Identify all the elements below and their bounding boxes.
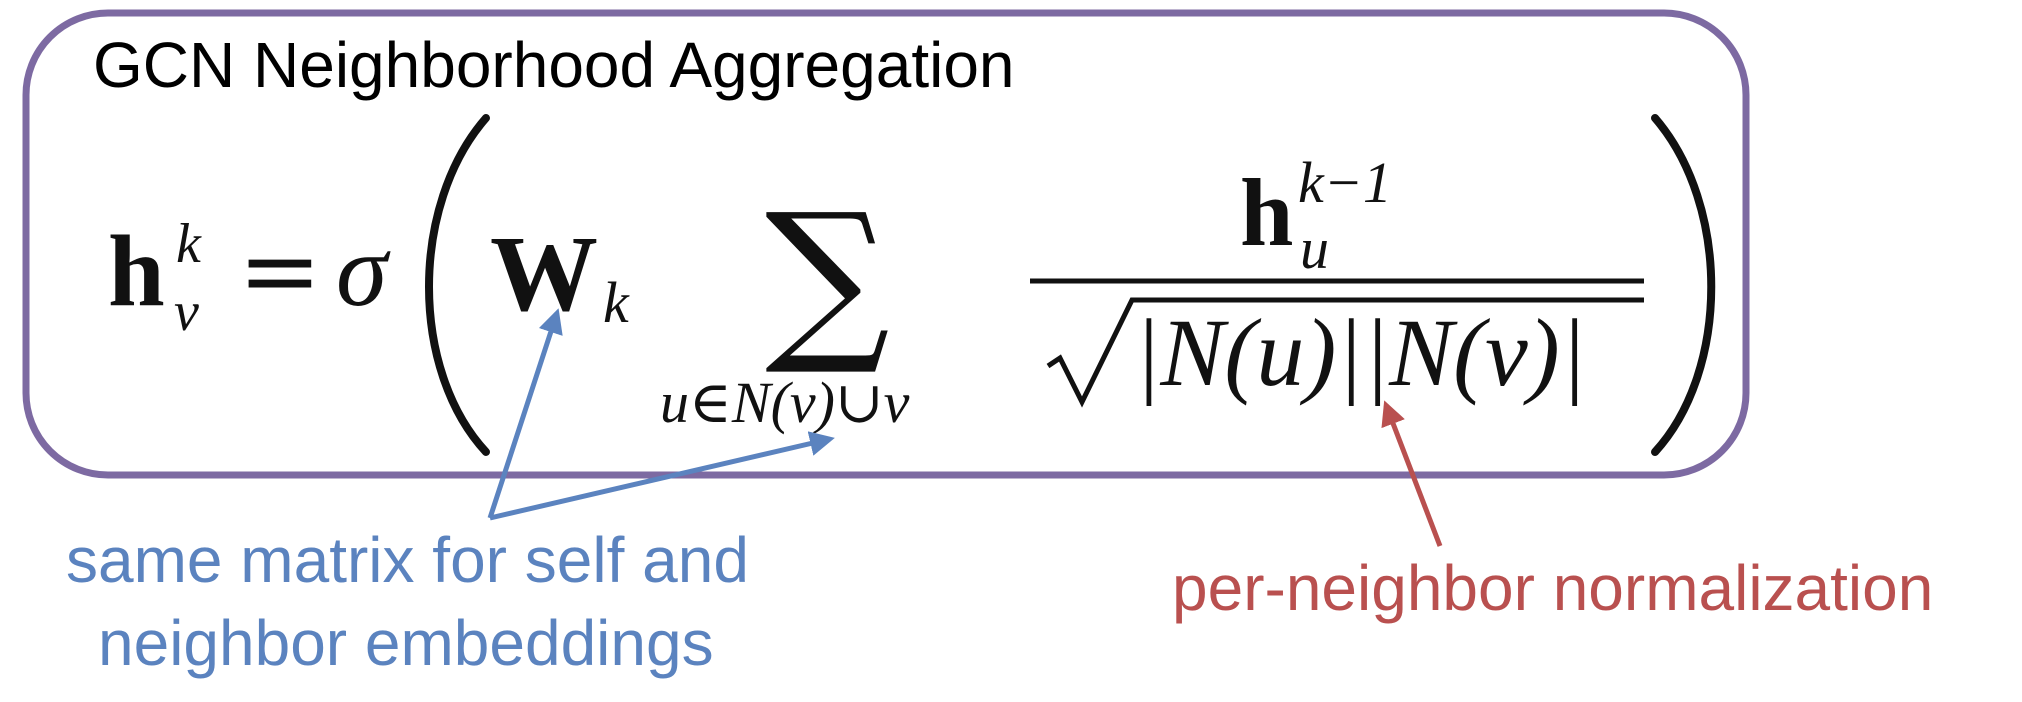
red-annotation: per-neighbor normalization xyxy=(1172,552,1933,624)
numerator-h: h xyxy=(1240,159,1293,266)
summation-symbol: ∑ xyxy=(765,177,890,380)
blue-annotation-line1: same matrix for self and xyxy=(66,524,749,596)
weight-matrix-w: W xyxy=(490,215,598,334)
blue-annotation-line2: neighbor embeddings xyxy=(98,607,714,679)
sigma-symbol: σ xyxy=(336,213,391,328)
square-root-sign xyxy=(1046,297,1644,408)
equals-sign: = xyxy=(238,212,322,329)
numerator-subscript: u xyxy=(1300,216,1329,281)
red-arrow-to-denominator xyxy=(1381,400,1443,547)
blue-arrow-to-summation xyxy=(489,431,835,521)
slide-title: GCN Neighborhood Aggregation xyxy=(93,29,1015,101)
summation-index: u∈N(v)∪v xyxy=(660,370,910,435)
lhs-subscript: v xyxy=(174,281,199,343)
blue-arrow-to-weight xyxy=(487,308,563,519)
left-parenthesis xyxy=(425,114,490,456)
right-parenthesis xyxy=(1651,114,1716,456)
weight-subscript: k xyxy=(603,270,630,335)
denominator-text: |N(u)||N(v)| xyxy=(1134,299,1586,406)
formula-frame xyxy=(22,9,1750,479)
lhs-superscript: k xyxy=(176,213,202,275)
numerator-superscript: k−1 xyxy=(1298,150,1392,215)
lhs-h: h xyxy=(108,215,165,328)
